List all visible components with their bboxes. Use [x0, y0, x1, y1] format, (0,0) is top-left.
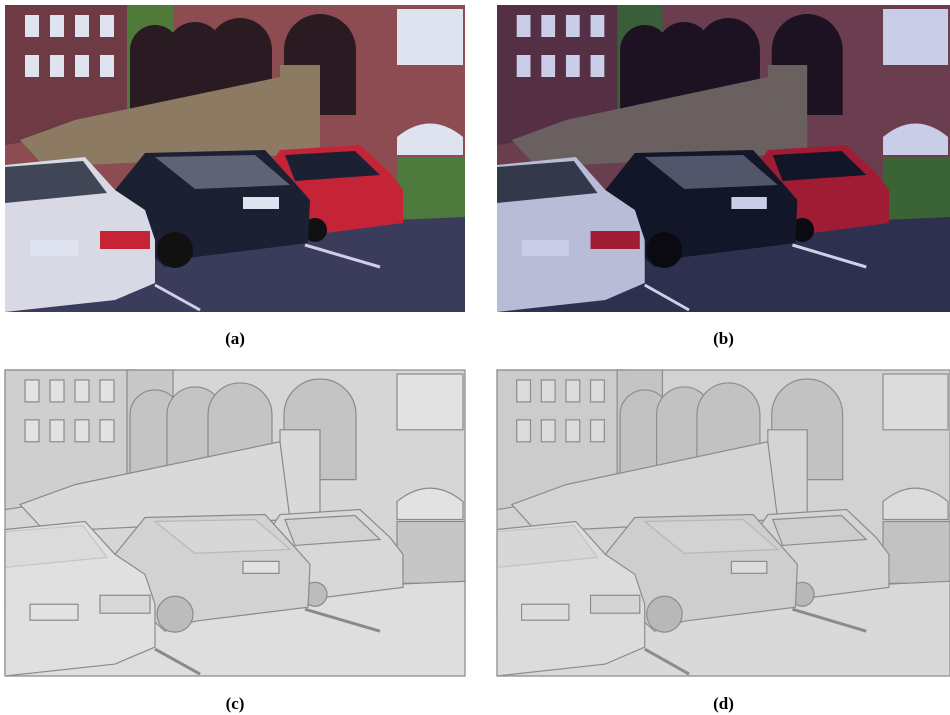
window — [75, 15, 89, 37]
window — [591, 380, 605, 402]
window — [50, 15, 64, 37]
plate — [731, 197, 766, 209]
window — [566, 420, 580, 442]
window — [591, 420, 605, 442]
figure: (a) (b) (c) (d) — [0, 0, 950, 715]
plate — [522, 240, 569, 256]
window — [591, 55, 605, 77]
window — [50, 55, 64, 77]
tail-light — [100, 595, 150, 613]
hedge — [883, 157, 950, 219]
panel-caption: (a) — [225, 329, 245, 348]
panel-caption: (b) — [713, 329, 734, 348]
window — [100, 15, 114, 37]
plate — [30, 240, 78, 256]
window — [50, 420, 64, 442]
panel-caption: (d) — [713, 694, 734, 713]
window — [50, 380, 64, 402]
plate — [731, 561, 766, 573]
photo-panel — [5, 370, 465, 676]
window — [75, 55, 89, 77]
plate — [243, 561, 279, 573]
window — [100, 380, 114, 402]
window — [566, 380, 580, 402]
photo-panel — [497, 370, 950, 676]
photo-panel — [5, 5, 465, 312]
window — [397, 374, 463, 430]
window — [883, 374, 948, 430]
plate — [522, 604, 569, 620]
window — [75, 420, 89, 442]
hedge — [397, 522, 465, 584]
hedge — [397, 157, 465, 219]
tail-light — [100, 231, 150, 249]
plate — [30, 604, 78, 620]
panels — [5, 5, 950, 676]
window — [566, 15, 580, 37]
window — [541, 380, 555, 402]
tail-light — [591, 595, 640, 613]
window — [517, 380, 531, 402]
panel-caption: (c) — [226, 694, 245, 713]
window — [517, 420, 531, 442]
window — [541, 55, 555, 77]
tail-light — [591, 231, 640, 249]
wheel — [157, 596, 193, 632]
window — [25, 380, 39, 402]
wheel — [647, 596, 682, 632]
window — [566, 55, 580, 77]
window — [75, 380, 89, 402]
window — [591, 15, 605, 37]
wheel — [157, 232, 193, 268]
window — [397, 9, 463, 65]
window — [517, 15, 531, 37]
window — [883, 9, 948, 65]
window — [100, 420, 114, 442]
wheel — [647, 232, 682, 268]
window — [25, 55, 39, 77]
photo-panel — [497, 5, 950, 312]
window — [100, 55, 114, 77]
window — [25, 420, 39, 442]
window — [541, 15, 555, 37]
window — [25, 15, 39, 37]
window — [541, 420, 555, 442]
hedge — [883, 522, 950, 584]
window — [517, 55, 531, 77]
page: (a)(b)(c)(d) (() => { const data = JSON.… — [0, 0, 950, 715]
plate — [243, 197, 279, 209]
